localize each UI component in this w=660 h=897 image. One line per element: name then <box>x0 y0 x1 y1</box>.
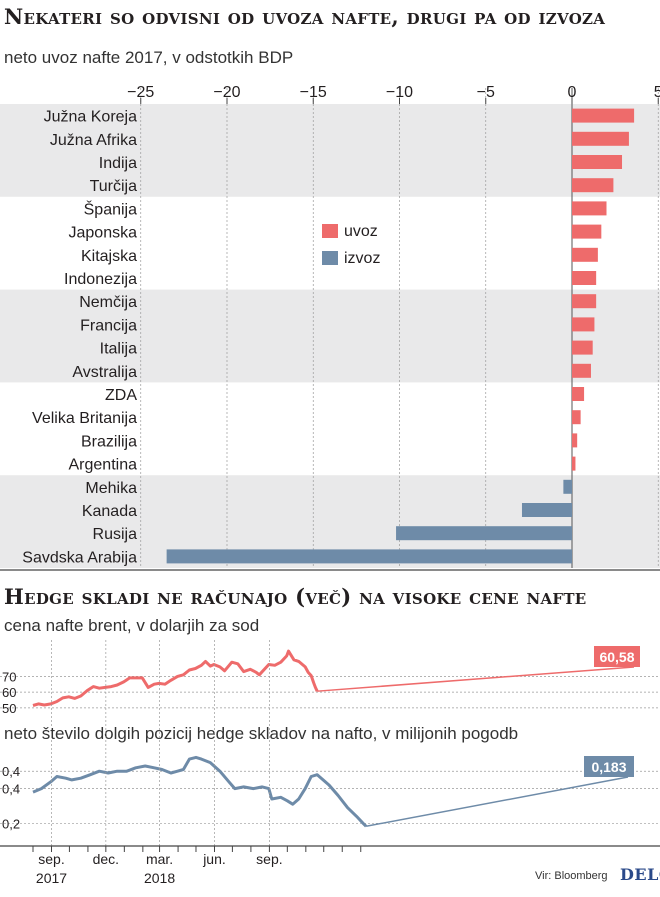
x-tick-label: −5 <box>477 84 495 101</box>
bar <box>396 526 572 541</box>
category-label: Južna Koreja <box>44 109 137 126</box>
category-label: Španija <box>84 199 137 218</box>
bar <box>572 294 597 309</box>
positions-subtitle: neto število dolgih pozicij hedge sklado… <box>4 724 519 743</box>
category-label: Savdska Arabija <box>22 549 137 566</box>
bar <box>572 131 629 146</box>
last-value-label: 0,183 <box>591 759 626 775</box>
year-label: 2017 <box>36 870 67 886</box>
y-tick-label: 70 <box>2 669 16 684</box>
row-band <box>0 104 660 197</box>
x-tick-label: 0 <box>568 84 577 101</box>
month-label: dec. <box>93 851 119 867</box>
category-label: Francija <box>80 317 137 334</box>
category-label: Južna Afrika <box>50 132 137 149</box>
bar <box>572 247 598 262</box>
bar <box>563 479 572 494</box>
bar <box>572 201 607 216</box>
bar <box>521 503 572 517</box>
category-label: Velika Britanija <box>32 410 137 427</box>
category-label: Argentina <box>69 457 138 474</box>
y-tick-label: 0,4 <box>2 782 20 797</box>
month-label: sep. <box>38 851 64 867</box>
last-value-box <box>594 646 640 667</box>
series-line <box>32 755 368 828</box>
y-tick-label: 0,2 <box>2 816 20 831</box>
category-label: Nemčija <box>79 294 137 311</box>
category-label: Mehika <box>85 480 137 497</box>
chart-title: Nekateri so odvisni od uvoza nafte, drug… <box>4 4 606 29</box>
bar <box>572 456 576 471</box>
label-pointer <box>365 776 629 828</box>
bar <box>572 155 623 169</box>
y-tick-label: 0,4 <box>2 764 20 779</box>
bar <box>572 340 593 355</box>
y-tick-label: 60 <box>2 685 16 700</box>
bar <box>572 433 578 448</box>
month-label: jun. <box>202 851 226 867</box>
price-subtitle: cena nafte brent, v dolarjih za sod <box>4 616 260 635</box>
legend-label: uvoz <box>344 223 378 240</box>
month-label: sep. <box>256 851 282 867</box>
category-label: Avstralija <box>72 364 137 381</box>
category-label: ZDA <box>105 387 137 404</box>
bar-chart: −25 −20 −15 −10 −5 0 5 Južna Koreja Južna Afrika… <box>0 84 660 571</box>
legend-swatch <box>322 224 338 238</box>
x-tick-label: −15 <box>300 84 327 101</box>
bar <box>572 410 581 425</box>
bar <box>572 178 614 193</box>
month-label: mar. <box>146 851 173 867</box>
bar <box>572 271 597 285</box>
last-value-box <box>584 756 634 777</box>
chart-subtitle: neto uvoz nafte 2017, v odstotkih BDP <box>4 48 294 67</box>
row-band <box>0 289 660 383</box>
delo-logo: DELO <box>620 865 660 884</box>
bar <box>166 549 572 564</box>
legend-swatch <box>322 251 338 265</box>
category-label: Indija <box>99 155 137 172</box>
category-label: Kanada <box>82 503 137 520</box>
source-note: Vir: Bloomberg <box>535 870 608 882</box>
x-tick-label: −20 <box>213 84 240 101</box>
bar <box>572 317 595 332</box>
bar <box>572 363 591 378</box>
category-label: Italija <box>100 341 137 358</box>
bar <box>572 224 602 239</box>
category-label: Kitajska <box>81 248 137 265</box>
legend-label: izvoz <box>344 250 380 267</box>
bar <box>572 387 585 401</box>
label-pointer <box>317 666 635 692</box>
year-label: 2018 <box>144 870 175 886</box>
category-label: Turčija <box>90 178 138 195</box>
category-label: Japonska <box>69 225 138 242</box>
category-label: Rusija <box>93 526 138 543</box>
category-label: Indonezija <box>64 271 137 288</box>
x-tick-label: −10 <box>386 84 413 101</box>
category-label: Brazilija <box>81 433 137 450</box>
bar <box>572 108 635 123</box>
y-tick-label: 50 <box>2 701 16 716</box>
section-title: Hedge skladi ne računajo (več) na visoke… <box>4 584 587 609</box>
series-line <box>32 649 319 707</box>
last-value-label: 60,58 <box>599 649 634 665</box>
x-tick-label: 5 <box>654 84 660 101</box>
x-tick-label: −25 <box>127 84 154 101</box>
